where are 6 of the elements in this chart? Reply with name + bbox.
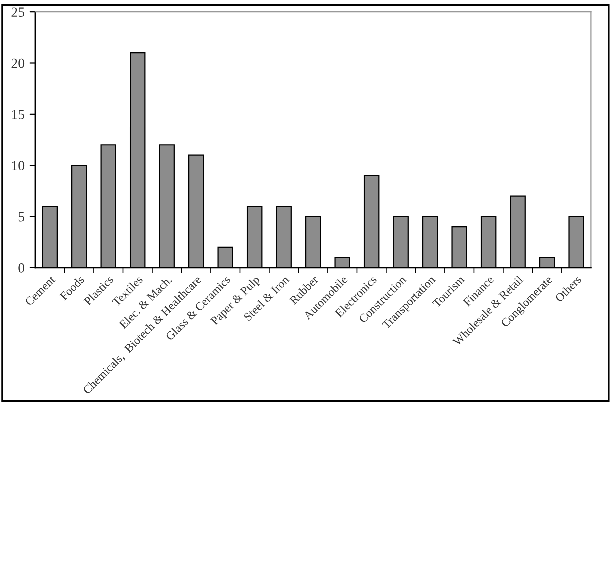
y-tick-label: 10 <box>12 161 25 171</box>
y-tick-label: 25 <box>12 8 25 18</box>
y-tick-label: 0 <box>18 264 25 273</box>
y-tick-label: 15 <box>12 110 25 120</box>
y-tick-label: 20 <box>12 58 25 68</box>
y-tick-label: 5 <box>18 212 25 222</box>
